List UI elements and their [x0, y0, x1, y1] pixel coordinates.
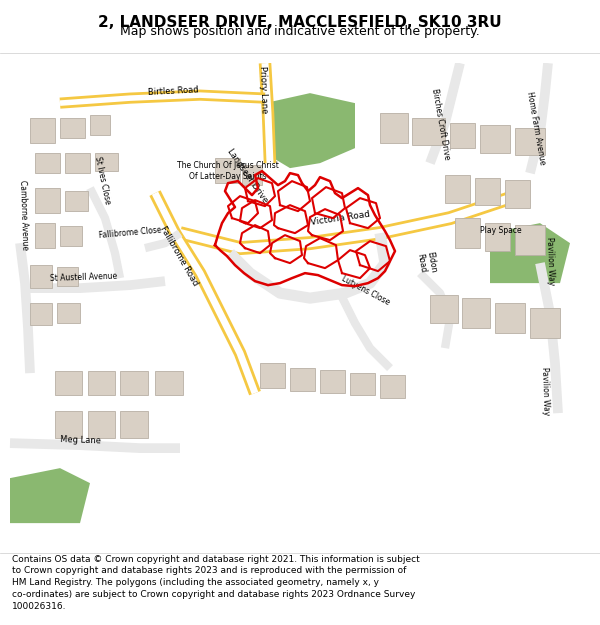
Text: Eldon
Road: Eldon Road: [415, 251, 438, 275]
Text: Pavilion Way: Pavilion Way: [540, 366, 551, 415]
Text: Map shows position and indicative extent of the property.: Map shows position and indicative extent…: [120, 25, 480, 38]
Polygon shape: [55, 411, 82, 438]
Polygon shape: [450, 123, 475, 148]
Polygon shape: [10, 468, 90, 523]
Polygon shape: [60, 226, 82, 246]
Polygon shape: [412, 118, 445, 145]
Text: Pavilion Way: Pavilion Way: [545, 236, 556, 285]
Polygon shape: [88, 371, 115, 395]
Text: Camborne Avenue: Camborne Avenue: [18, 180, 29, 250]
Polygon shape: [290, 368, 315, 391]
Polygon shape: [55, 371, 82, 395]
Text: The Church Of Jesus Christ
Of Latter-Day Saints: The Church Of Jesus Christ Of Latter-Day…: [177, 161, 279, 181]
Text: Fallibrome Close: Fallibrome Close: [98, 226, 161, 240]
Polygon shape: [260, 363, 285, 388]
Text: Contains OS data © Crown copyright and database right 2021. This information is : Contains OS data © Crown copyright and d…: [12, 554, 420, 611]
Polygon shape: [88, 411, 115, 438]
Polygon shape: [120, 371, 148, 395]
Polygon shape: [155, 371, 183, 395]
Polygon shape: [57, 267, 78, 286]
Polygon shape: [95, 153, 118, 171]
Polygon shape: [320, 370, 345, 393]
Polygon shape: [35, 153, 60, 173]
Polygon shape: [120, 411, 148, 438]
Polygon shape: [485, 223, 510, 251]
Polygon shape: [515, 225, 545, 255]
Polygon shape: [65, 153, 90, 173]
Polygon shape: [350, 373, 375, 395]
Polygon shape: [57, 303, 80, 323]
Polygon shape: [380, 375, 405, 398]
Polygon shape: [455, 218, 480, 248]
Polygon shape: [475, 178, 500, 205]
Polygon shape: [505, 180, 530, 208]
Polygon shape: [215, 158, 240, 183]
Polygon shape: [30, 265, 52, 288]
Polygon shape: [265, 93, 355, 168]
Text: Fallibrome Road: Fallibrome Road: [158, 224, 199, 287]
Polygon shape: [35, 188, 60, 213]
Text: Play Space: Play Space: [480, 226, 521, 235]
Text: 2, LANDSEER DRIVE, MACCLESFIELD, SK10 3RU: 2, LANDSEER DRIVE, MACCLESFIELD, SK10 3R…: [98, 15, 502, 30]
Polygon shape: [242, 165, 262, 185]
Text: Home Farm Avenue: Home Farm Avenue: [525, 91, 547, 165]
Polygon shape: [30, 118, 55, 143]
Text: Priory Lane: Priory Lane: [258, 66, 269, 113]
Text: St Austell Avenue: St Austell Avenue: [50, 272, 118, 283]
Polygon shape: [90, 115, 110, 135]
Text: Landseer Drive: Landseer Drive: [225, 148, 269, 205]
Polygon shape: [65, 191, 88, 211]
Polygon shape: [480, 125, 510, 153]
Polygon shape: [35, 223, 55, 248]
Text: Lutyens Close: Lutyens Close: [340, 274, 391, 307]
Polygon shape: [462, 298, 490, 328]
Polygon shape: [430, 295, 458, 323]
Text: St Ives Close: St Ives Close: [93, 156, 112, 205]
Text: Birtles Road: Birtles Road: [148, 86, 199, 97]
Polygon shape: [380, 113, 408, 143]
Text: Victoria Road: Victoria Road: [310, 210, 371, 227]
Polygon shape: [445, 175, 470, 203]
Polygon shape: [530, 308, 560, 338]
Polygon shape: [30, 303, 52, 325]
Text: Meg Lane: Meg Lane: [60, 435, 101, 445]
Text: Birches Croft Drive: Birches Croft Drive: [430, 88, 451, 160]
Polygon shape: [495, 303, 525, 333]
Polygon shape: [490, 223, 570, 283]
Polygon shape: [60, 118, 85, 138]
Polygon shape: [515, 128, 545, 155]
